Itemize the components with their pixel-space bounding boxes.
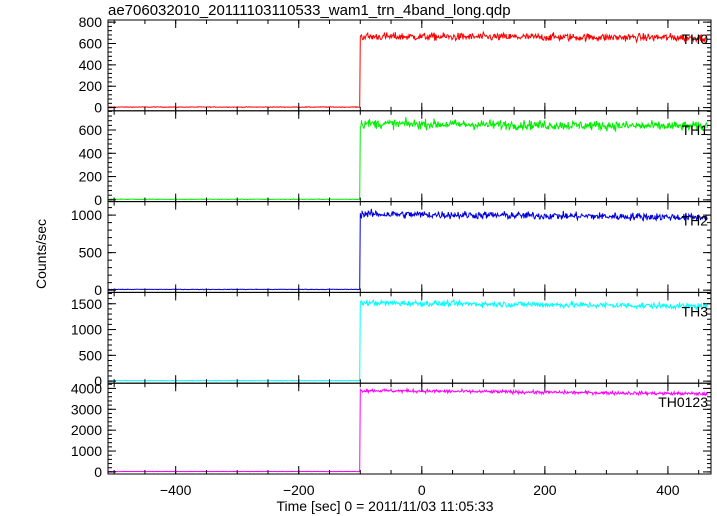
y-tick-label: 1000 bbox=[71, 207, 102, 223]
y-tick-label: 0 bbox=[94, 282, 102, 298]
panel-label-th2: TH2 bbox=[682, 213, 709, 229]
x-tick-label: −200 bbox=[283, 482, 315, 498]
y-tick-label: 400 bbox=[79, 57, 103, 73]
x-tick-label: 200 bbox=[533, 482, 557, 498]
y-tick-label: 1500 bbox=[71, 296, 102, 312]
series-line-th1 bbox=[107, 117, 708, 201]
panel-label-th0: TH0 bbox=[682, 31, 709, 47]
series-line-th0123 bbox=[107, 387, 708, 473]
panel-label-th0123: TH0123 bbox=[658, 394, 708, 410]
x-tick-label: 400 bbox=[656, 482, 680, 498]
y-tick-label: 4000 bbox=[71, 380, 102, 396]
y-tick-label: 0 bbox=[94, 373, 102, 389]
series-line-th3 bbox=[107, 297, 708, 382]
x-axis-label: Time [sec] 0 = 2011/11/03 11:05:33 bbox=[276, 498, 494, 514]
panel-frame-th0 bbox=[107, 19, 712, 112]
series-line-th0 bbox=[107, 30, 708, 109]
x-tick-label: −400 bbox=[160, 482, 192, 498]
series-line-th2 bbox=[107, 208, 708, 291]
y-tick-label: 2000 bbox=[71, 422, 102, 438]
y-tick-label: 400 bbox=[79, 145, 103, 161]
y-tick-label: 0 bbox=[94, 192, 102, 208]
y-tick-label: 1000 bbox=[71, 443, 102, 459]
x-tick-label: 0 bbox=[418, 482, 426, 498]
y-tick-label: 600 bbox=[79, 36, 103, 52]
y-tick-label: 200 bbox=[79, 78, 103, 94]
panel-label-th3: TH3 bbox=[682, 303, 709, 319]
y-tick-label: 3000 bbox=[71, 401, 102, 417]
chart-title: ae706032010_20111103110533_wam1_trn_4ban… bbox=[108, 2, 511, 19]
y-tick-label: 800 bbox=[79, 14, 103, 30]
y-tick-label: 0 bbox=[94, 100, 102, 116]
panel-label-th1: TH1 bbox=[682, 122, 709, 138]
y-tick-label: 500 bbox=[79, 347, 103, 363]
y-tick-label: 500 bbox=[79, 245, 103, 261]
y-tick-label: 600 bbox=[79, 122, 103, 138]
y-tick-label: 200 bbox=[79, 169, 103, 185]
panel-frame-th0123 bbox=[107, 382, 712, 475]
panel-frame-th3 bbox=[107, 291, 712, 384]
y-tick-label: 1000 bbox=[71, 322, 102, 338]
y-tick-label: 0 bbox=[94, 464, 102, 480]
